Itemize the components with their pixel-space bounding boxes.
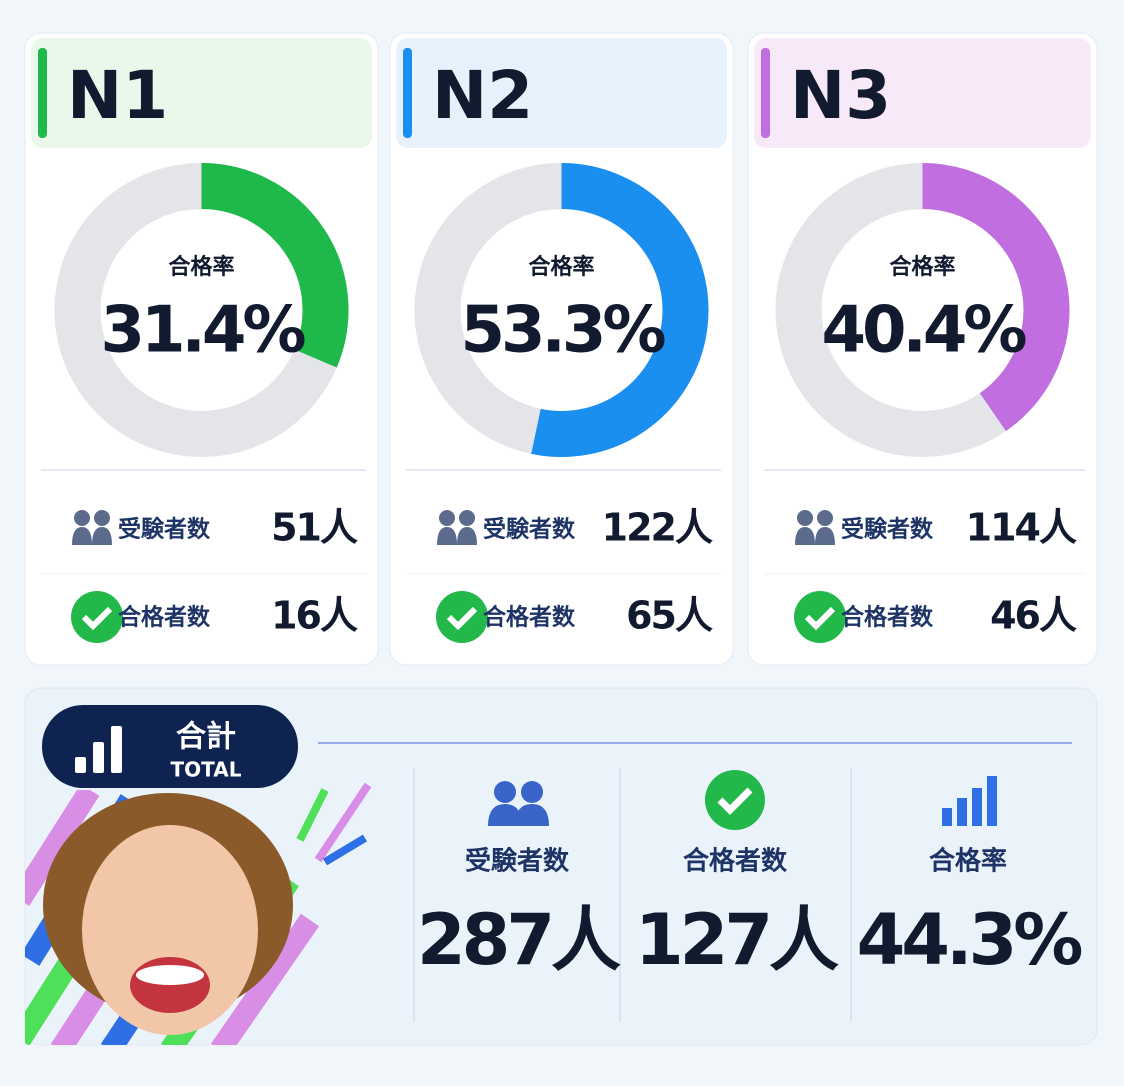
total-title: 合計: [176, 720, 236, 755]
people-icon: [797, 510, 813, 526]
row-value: 65人: [626, 594, 713, 638]
people-icon: [795, 527, 835, 545]
donut-arc: [200, 163, 349, 368]
level-title: N1: [67, 57, 168, 134]
row-label: 合格者数: [841, 604, 934, 631]
header-accent: [761, 48, 770, 138]
rate-value: 31.4%: [100, 294, 305, 368]
check-icon: [705, 770, 765, 830]
row-value: 46人: [990, 594, 1077, 638]
row-label: 合格者数: [118, 604, 211, 631]
check-icon: [804, 606, 836, 631]
sparkles: [296, 782, 372, 866]
row-label: 合格者数: [483, 604, 576, 631]
card-header: [754, 38, 1091, 148]
people-icon: [439, 510, 455, 526]
rate-value: 53.3%: [460, 294, 665, 368]
portrait: [25, 790, 320, 1045]
rate-value: 40.4%: [821, 294, 1026, 368]
card: [24, 32, 379, 666]
rate-label: 合格率: [889, 254, 955, 280]
row-value: 51人: [271, 506, 358, 550]
check-icon: [794, 591, 846, 643]
check-icon: [446, 606, 478, 631]
people-icon: [488, 781, 549, 826]
people-icon: [817, 510, 833, 526]
card-header: [31, 38, 372, 148]
rate-label: 合格率: [528, 254, 594, 280]
card: [747, 32, 1098, 666]
people-icon: [437, 527, 477, 545]
check-icon: [71, 591, 123, 643]
row-label: 受験者数: [483, 516, 576, 543]
total-pill: [42, 705, 298, 788]
total-value: 44.3%: [857, 899, 1082, 981]
card-header: [396, 38, 727, 148]
total-label: 合格率: [929, 846, 1007, 877]
total-subtitle: TOTAL: [171, 758, 242, 782]
bar-icon: [75, 726, 122, 773]
row-value: 122人: [602, 506, 713, 550]
total-value: 127人: [635, 899, 839, 981]
donut-arc: [921, 163, 1070, 432]
row-label: 受験者数: [118, 516, 211, 543]
level-title: N2: [432, 57, 533, 134]
total-label: 合格者数: [683, 846, 788, 877]
people-icon: [74, 510, 90, 526]
chart-icon: [942, 776, 997, 826]
check-icon: [436, 591, 488, 643]
header-accent: [403, 48, 412, 138]
check-icon: [81, 606, 113, 631]
total-value: 287人: [417, 899, 621, 981]
people-icon: [72, 527, 112, 545]
rate-label: 合格率: [168, 254, 234, 280]
level-title: N3: [790, 57, 891, 134]
donut-arc: [531, 163, 709, 457]
row-value: 114人: [966, 506, 1077, 550]
total-label: 受験者数: [465, 846, 570, 877]
row-value: 16人: [271, 594, 358, 638]
header-accent: [38, 48, 47, 138]
row-label: 受験者数: [841, 516, 934, 543]
people-icon: [94, 510, 110, 526]
people-icon: [459, 510, 475, 526]
